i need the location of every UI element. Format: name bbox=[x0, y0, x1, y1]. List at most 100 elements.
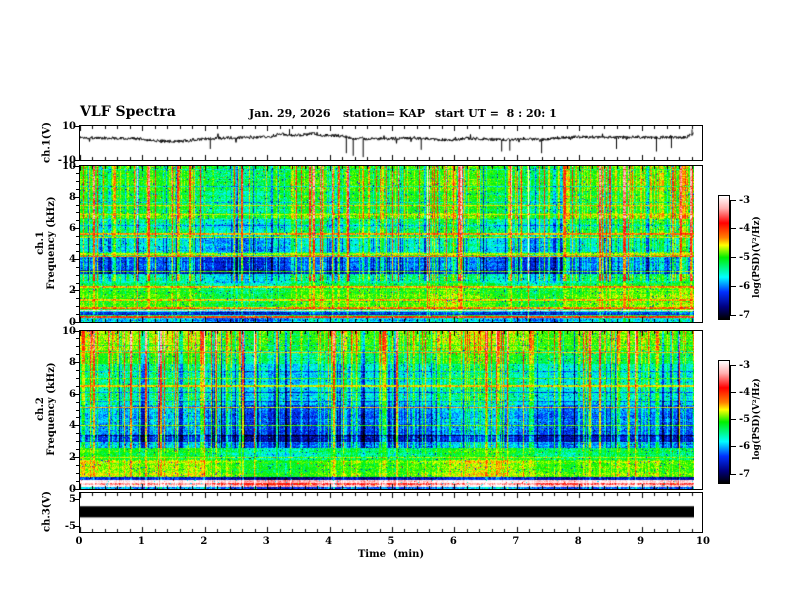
colorbar-1-tick bbox=[730, 285, 736, 287]
spec1-y-tick-label: 8 bbox=[46, 192, 76, 203]
colorbar-1-tick-label: -7 bbox=[739, 309, 751, 321]
spec2-y-tick-major bbox=[73, 362, 79, 364]
colorbar-2-tick-label: -3 bbox=[739, 359, 751, 371]
colorbar-1-tick-label: -5 bbox=[739, 252, 751, 263]
spec1-y-tick-minor bbox=[76, 298, 79, 300]
spec1-y-tick-major bbox=[73, 165, 79, 167]
colorbar-2-bracket bbox=[730, 365, 731, 475]
x-axis-label: Time (min) bbox=[357, 549, 425, 560]
spec2-y-tick-label: 4 bbox=[46, 420, 76, 431]
colorbar-1-tick-label: -6 bbox=[739, 280, 751, 292]
colorbar-2-tick-label: -7 bbox=[739, 468, 751, 480]
wave-y-tick bbox=[74, 159, 79, 161]
ch1-spectrogram-canvas bbox=[80, 166, 694, 322]
spec1-y-tick-label: 0 bbox=[46, 317, 76, 328]
colorbar-1-label: log(PSD)(V²/Hz) bbox=[752, 216, 762, 298]
ch3-y-tick-label: 5 bbox=[69, 493, 76, 505]
colorbar-1-tick-label: -3 bbox=[739, 194, 751, 206]
spec2-y-tick-minor bbox=[76, 449, 79, 450]
spec1-y-tick-minor bbox=[76, 274, 79, 276]
colorbar-2-tick bbox=[730, 364, 736, 366]
colorbar-2 bbox=[718, 360, 730, 484]
page-title: VLF Spectra bbox=[80, 104, 176, 120]
spec1-y-tick-label: 6 bbox=[46, 223, 76, 234]
spec2-y-tick-minor bbox=[76, 354, 79, 356]
wave-y-tick bbox=[74, 125, 79, 127]
spec1-y-tick-minor bbox=[76, 235, 79, 237]
spec1-y-tick-major bbox=[73, 259, 79, 261]
ch1-waveform-panel bbox=[79, 125, 703, 161]
spec1-y-tick-minor bbox=[76, 266, 79, 268]
spec1-y-tick-major bbox=[73, 321, 79, 323]
spec1-y-tick-minor bbox=[76, 173, 79, 175]
spec2-y-tick-minor bbox=[76, 346, 79, 348]
spec1-y-tick-minor bbox=[76, 243, 79, 245]
spec1-y-tick-minor bbox=[76, 251, 79, 253]
spec2-y-tick-minor bbox=[76, 472, 79, 474]
spec2-y-tick-minor bbox=[76, 385, 79, 387]
station-label: station= KAP bbox=[343, 107, 425, 120]
spec1-y-tick-major bbox=[73, 227, 79, 229]
wave-y-tick-label: 10 bbox=[62, 121, 76, 132]
colorbar-1-bracket bbox=[730, 200, 731, 316]
x-tick-label: 1 bbox=[137, 536, 145, 547]
date-label: Jan. 29, 2026 bbox=[249, 107, 331, 120]
spec2-y-tick-label: 2 bbox=[46, 452, 76, 463]
x-tick-label: 0 bbox=[75, 536, 83, 547]
spec1-y-tick-minor bbox=[76, 212, 79, 214]
spec2-y-tick-major bbox=[73, 330, 79, 332]
colorbar-2-tick-label: -5 bbox=[739, 414, 751, 425]
spec1-y-tick-label: 10 bbox=[62, 160, 76, 172]
spec2-y-tick-major bbox=[73, 425, 79, 427]
x-tick-label: 6 bbox=[449, 536, 457, 547]
ch3-y-tick bbox=[74, 526, 79, 527]
spec1-y-tick-major bbox=[73, 290, 79, 292]
colorbar-2-tick bbox=[730, 419, 736, 420]
ch1-waveform-canvas bbox=[80, 126, 694, 160]
spec1-y-tick-label: 4 bbox=[46, 254, 76, 265]
ch2-spectrogram-canvas bbox=[80, 331, 694, 489]
ch2-spec-y-axis-label-line2: Frequency (kHz) bbox=[46, 362, 57, 456]
spec2-y-tick-minor bbox=[76, 417, 79, 419]
ch1-spec-y-axis-label: ch.1 Frequency (kHz) bbox=[35, 163, 57, 323]
x-tick-label: 2 bbox=[200, 536, 208, 547]
x-tick-label: 5 bbox=[387, 536, 395, 547]
spec1-y-tick-minor bbox=[76, 313, 79, 315]
ch3-y-tick bbox=[74, 498, 79, 500]
x-tick-label: 7 bbox=[512, 536, 520, 547]
x-tick-label: 4 bbox=[325, 536, 333, 547]
x-tick-label: 9 bbox=[637, 536, 645, 547]
colorbar-1-tick bbox=[730, 199, 736, 201]
spec1-y-tick-label: 2 bbox=[46, 285, 76, 296]
ch1-spectrogram-panel bbox=[79, 165, 703, 323]
spec2-y-tick-major bbox=[73, 393, 79, 395]
colorbar-2-tick bbox=[730, 473, 736, 475]
ch2-spectrogram-panel bbox=[79, 330, 703, 490]
spec2-y-tick-minor bbox=[76, 480, 79, 482]
spec2-y-tick-minor bbox=[76, 377, 79, 379]
start-ut-label: start UT = 8 : 20: 1 bbox=[435, 107, 557, 120]
colorbar-1-tick bbox=[730, 228, 736, 230]
x-tick-label: 10 bbox=[696, 536, 710, 547]
colorbar-1-tick bbox=[730, 257, 736, 258]
colorbar-2-tick bbox=[730, 446, 736, 448]
colorbar-2-label: log(PSD)(V²/Hz) bbox=[752, 378, 762, 460]
ch1-spec-y-axis-label-line2: Frequency (kHz) bbox=[46, 196, 57, 290]
spec2-y-tick-minor bbox=[76, 409, 79, 411]
ch3-y-tick-label: -5 bbox=[64, 521, 76, 532]
spec1-y-tick-minor bbox=[76, 181, 79, 183]
spec2-y-tick-minor bbox=[76, 338, 79, 340]
spec2-y-tick-label: 8 bbox=[46, 357, 76, 368]
spec2-y-tick-minor bbox=[76, 464, 79, 466]
wave-y-tick-label: -10 bbox=[57, 155, 76, 166]
x-tick-label: 3 bbox=[262, 536, 270, 547]
spec2-y-tick-major bbox=[73, 456, 79, 458]
ch3-waveform-canvas bbox=[80, 493, 694, 532]
ch1-spec-y-axis-label-line1: ch.1 bbox=[35, 231, 46, 255]
spec2-y-tick-minor bbox=[76, 433, 79, 435]
spec2-y-tick-major bbox=[73, 488, 79, 490]
spec1-y-tick-minor bbox=[76, 220, 79, 222]
ch2-spec-y-axis-label-line1: ch.2 bbox=[35, 397, 46, 421]
spec2-y-tick-minor bbox=[76, 441, 79, 443]
